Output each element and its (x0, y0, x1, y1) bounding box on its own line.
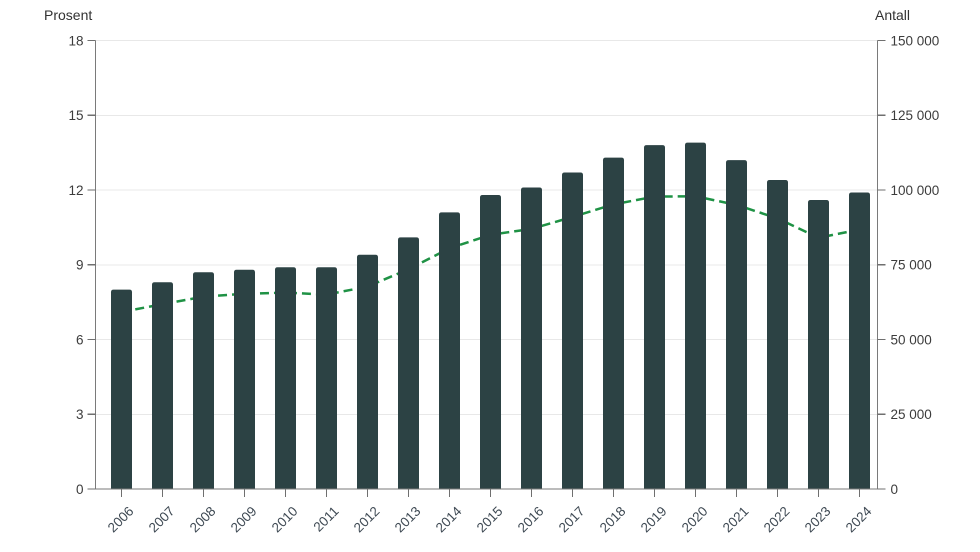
x-tick-label-2020: 2020 (679, 504, 711, 536)
x-tick-label-2022: 2022 (761, 504, 793, 536)
bar-2011[interactable] (316, 267, 337, 489)
bar-2015[interactable] (480, 194, 501, 489)
left-axis-title: Prosent (44, 7, 93, 23)
bar-2006[interactable] (111, 289, 132, 489)
x-tick-label-2018: 2018 (597, 504, 629, 536)
right-tick-label: 25 000 (891, 407, 932, 422)
x-tick-label-2024: 2024 (843, 503, 875, 535)
bar-2017[interactable] (562, 172, 583, 489)
right-tick-label: 100 000 (891, 183, 940, 198)
x-tick-label-2019: 2019 (638, 504, 670, 536)
x-tick-label-2011: 2011 (310, 504, 341, 535)
left-tick-label: 9 (76, 258, 84, 273)
bar-2018[interactable] (603, 157, 624, 489)
x-tick-label-2007: 2007 (146, 504, 178, 536)
x-tick-label-2006: 2006 (105, 504, 137, 536)
bar-2009[interactable] (234, 269, 255, 489)
x-tick-label-2021: 2021 (720, 504, 752, 536)
left-tick-label: 12 (68, 183, 83, 198)
x-tick-label-2009: 2009 (228, 504, 260, 536)
bar-2008[interactable] (193, 272, 214, 489)
bar-2013[interactable] (398, 237, 419, 489)
bar-2010[interactable] (275, 267, 296, 489)
bar-2014[interactable] (439, 212, 460, 490)
x-tick-label-2010: 2010 (269, 504, 301, 536)
right-tick-label: 50 000 (891, 332, 932, 347)
right-tick-label: 75 000 (891, 258, 932, 273)
left-tick-label: 18 (68, 33, 83, 48)
bar-2019[interactable] (644, 145, 665, 489)
bar-2022[interactable] (767, 180, 788, 490)
bar-2020[interactable] (685, 142, 706, 490)
x-tick-label-2012: 2012 (351, 504, 383, 536)
left-tick-label: 6 (76, 332, 84, 347)
x-tick-label-2008: 2008 (187, 504, 219, 536)
right-tick-label: 0 (891, 482, 899, 497)
right-tick-label: 150 000 (891, 33, 940, 48)
bar-2023[interactable] (808, 199, 829, 489)
left-tick-label: 0 (76, 482, 84, 497)
bar-2016[interactable] (521, 187, 542, 489)
bar-2012[interactable] (357, 254, 378, 489)
right-axis-title: Antall (875, 7, 911, 23)
bar-2007[interactable] (152, 282, 173, 489)
x-tick-label-2015: 2015 (474, 504, 506, 536)
x-tick-label-2013: 2013 (392, 504, 424, 536)
left-tick-label: 3 (76, 407, 84, 422)
bar-2024[interactable] (849, 192, 870, 489)
right-tick-label: 125 000 (891, 108, 940, 123)
x-tick-label-2023: 2023 (802, 504, 834, 536)
x-tick-label-2017: 2017 (556, 504, 588, 536)
bar-2021[interactable] (726, 160, 747, 489)
x-tick-label-2016: 2016 (515, 504, 547, 536)
x-tick-label-2014: 2014 (433, 503, 465, 535)
left-tick-label: 15 (68, 108, 83, 123)
